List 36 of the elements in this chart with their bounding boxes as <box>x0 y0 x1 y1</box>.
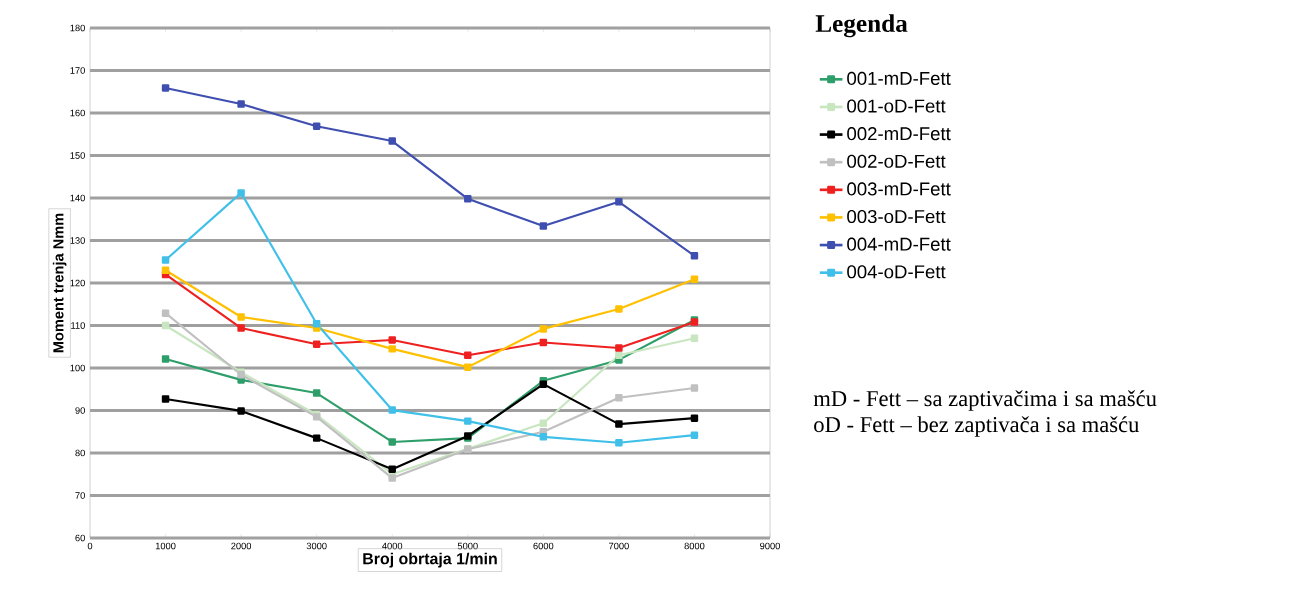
legend-label: 002-mD-Fett <box>847 127 951 141</box>
y-tick-label: 90 <box>75 407 85 414</box>
legend-label: 003-mD-Fett <box>847 182 951 196</box>
legend-label: 001-mD-Fett <box>847 71 951 85</box>
y-axis-title: Moment trenja Nmm <box>52 213 67 353</box>
legend-label: 001-oD-Fett <box>847 99 946 113</box>
x-tick-label: 0 <box>87 542 93 550</box>
x-tick-label: 7000 <box>609 542 629 550</box>
y-tick-label: 80 <box>75 449 85 457</box>
x-tick-label: 8000 <box>684 542 705 550</box>
y-tick-label: 170 <box>70 67 85 74</box>
y-tick-label: 110 <box>71 322 85 329</box>
legend-label: 003-oD-Fett <box>847 209 946 224</box>
text: mD - Fett – sa zaptivačima i sa mašću <box>813 390 1157 411</box>
text: oD - Fett – bez zaptivača i sa mašću <box>814 416 1139 437</box>
legend-label: 004-oD-Fett <box>847 265 946 279</box>
x-axis-title: Broj obrtaja 1/min <box>363 552 497 568</box>
legend-title: Legenda <box>815 14 908 38</box>
y-tick-label: 100 <box>70 364 85 372</box>
y-tick-label: 180 <box>70 24 85 32</box>
y-tick-label: 120 <box>70 279 85 287</box>
y-tick-label: 60 <box>75 534 85 542</box>
x-tick-label: 4000 <box>382 542 403 550</box>
y-tick-label: 140 <box>70 194 85 202</box>
x-tick-label: 3000 <box>306 542 327 550</box>
x-tick-label: 5000 <box>457 542 478 550</box>
y-tick-label: 70 <box>75 492 85 499</box>
legend-label: 002-oD-Fett <box>847 154 946 168</box>
legend-label: 004-mD-Fett <box>847 237 951 251</box>
y-tick-label: 130 <box>70 237 85 244</box>
y-tick-label: 160 <box>70 109 85 117</box>
x-tick-label: 9000 <box>760 542 780 550</box>
x-tick-label: 2000 <box>231 542 252 550</box>
x-tick-label: 6000 <box>533 542 554 550</box>
y-tick-label: 150 <box>70 152 85 159</box>
x-tick-label: 1000 <box>155 542 176 550</box>
